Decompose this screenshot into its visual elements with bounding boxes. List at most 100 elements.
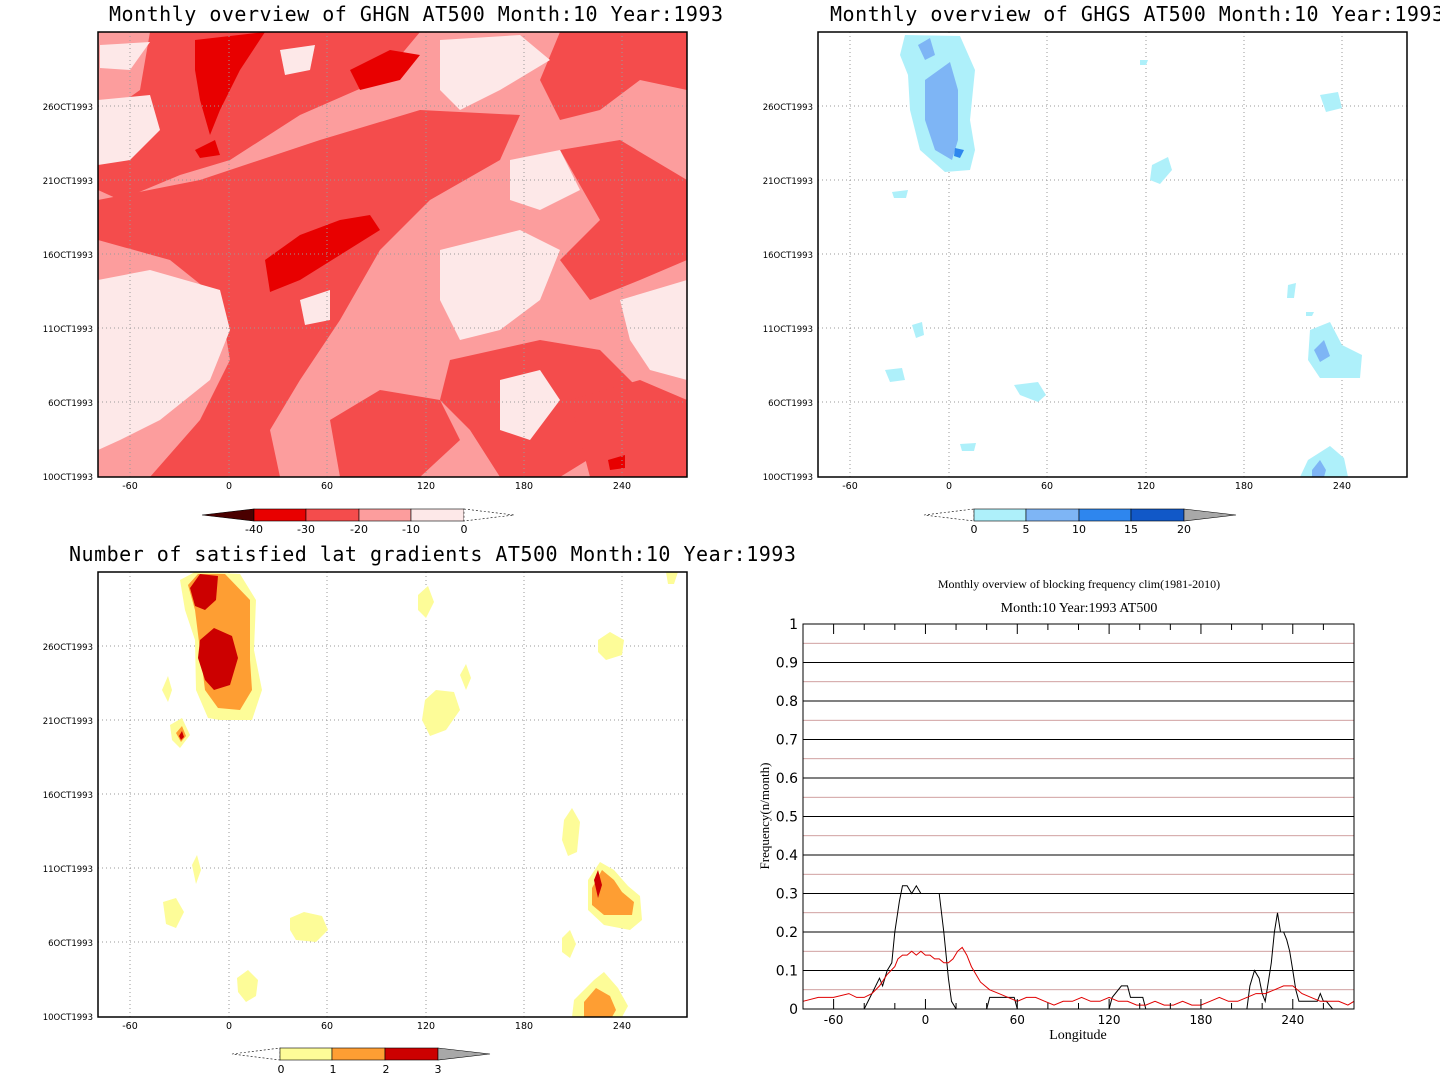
colorbar-label: 10 [1072,523,1086,536]
lat-y-ticks: 10OCT1993 6OCT1993 11OCT1993 16OCT1993 2… [43,643,93,1023]
y-tick-label: 0.2 [776,925,798,941]
ghgs-chart: -60 0 60 120 180 240 10OCT1993 6OCT1993 … [763,31,1408,536]
y-tick: 21OCT1993 [43,717,93,727]
x-tick: 0 [226,1021,232,1032]
y-tick: 26OCT1993 [763,103,813,113]
x-tick: 120 [1137,481,1155,492]
x-tick: 240 [1333,481,1351,492]
freq-ylabel: Frequency(n/month) [757,763,772,870]
ghgn-field [98,32,687,477]
y-tick: 6OCT1993 [768,399,813,409]
colorbar-label: -30 [297,523,315,536]
colorbar-label: 1 [330,1063,337,1076]
colorbar-label: 0 [278,1063,285,1076]
series-line-black [803,884,1354,1010]
ghgn-chart: -60 0 60 120 180 240 10OCT1993 6OCT1993 … [43,31,688,536]
y-tick-label: 0.9 [776,656,798,672]
freq-title: Monthly overview of blocking frequency c… [938,577,1220,591]
ghgs-frame [817,31,1408,478]
x-tick-label: 60 [1010,1013,1025,1027]
freq-ticks: 0 0.1 0.2 0.3 0.4 0.5 0.6 0.7 0.8 0.9 1 -60 0 60 120 18… [776,617,1355,1027]
colorbar-label: 0 [971,523,978,536]
y-tick-label: 0 [789,1002,798,1018]
ghgs-colorbar: 0 5 10 15 20 [923,508,1237,536]
x-tick-label: 0 [922,1013,930,1027]
freq-xlabel: Longitude [1049,1028,1107,1043]
x-tick: 120 [417,1021,435,1032]
colorbar-label: 15 [1124,523,1138,536]
ghgn-frame [97,31,688,478]
x-tick: -60 [122,1021,138,1032]
y-tick: 6OCT1993 [48,399,93,409]
colorbar-label: 3 [435,1063,442,1076]
frequency-chart: Monthly overview of blocking frequency c… [757,577,1355,1043]
colorbar-label: 0 [461,523,468,536]
y-tick: 10OCT1993 [43,473,93,483]
y-tick-label: 0.5 [776,810,798,826]
x-tick: 180 [515,1021,533,1032]
y-tick: 11OCT1993 [43,325,93,335]
ghgs-grid [818,32,1407,477]
ghgn-title: Monthly overview of GHGN AT500 Month:10 … [109,2,724,26]
ghgs-field [885,35,1362,477]
x-tick: 60 [321,481,333,492]
colorbar-label: -40 [245,523,263,536]
y-tick-label: 0.6 [776,771,798,787]
freq-grid [803,623,1354,1010]
x-tick-label: 180 [1189,1013,1212,1027]
x-tick: 0 [946,481,952,492]
colorbar-label: 5 [1023,523,1030,536]
ghgs-title: Monthly overview of GHGS AT500 Month:10 … [830,2,1440,26]
lat-colorbar: 0 1 2 3 [231,1047,491,1076]
y-tick: 16OCT1993 [763,251,813,261]
x-tick: 60 [321,1021,333,1032]
y-tick: 11OCT1993 [763,325,813,335]
ghgs-y-ticks: 10OCT1993 6OCT1993 11OCT1993 16OCT1993 2… [763,103,813,483]
x-tick: 180 [1235,481,1253,492]
x-tick: 240 [613,1021,631,1032]
lat-title: Number of satisfied lat gradients AT500 … [69,542,797,566]
colorbar-label: 20 [1177,523,1191,536]
lat-field [162,572,678,1017]
y-tick: 16OCT1993 [43,791,93,801]
x-tick-label: -60 [824,1013,844,1027]
x-tick: 60 [1041,481,1053,492]
lat-chart: -60 0 60 120 180 240 10OCT1993 6OCT1993 … [43,571,688,1076]
y-tick: 21OCT1993 [763,177,813,187]
y-tick: 26OCT1993 [43,103,93,113]
y-tick: 11OCT1993 [43,865,93,875]
lat-frame [97,571,688,1018]
y-tick: 21OCT1993 [43,177,93,187]
ghgn-colorbar: -40 -30 -20 -10 0 [201,508,515,536]
y-tick-label: 0.1 [776,964,798,980]
x-tick-label: 120 [1098,1013,1121,1027]
y-tick-label: 0.3 [776,887,798,903]
freq-subtitle: Month:10 Year:1993 AT500 [1001,601,1158,616]
colorbar-label: -20 [350,523,368,536]
y-tick-label: 0.7 [776,733,798,749]
y-tick-label: 0.4 [776,848,798,864]
y-tick-label: 0.8 [776,694,798,710]
x-tick: 240 [613,481,631,492]
lat-grid [98,572,687,1017]
y-tick: 10OCT1993 [43,1013,93,1023]
x-tick: 0 [226,481,232,492]
y-tick-label: 1 [789,617,798,633]
series-line-red [802,946,1355,1006]
y-tick: 6OCT1993 [48,939,93,949]
x-tick: 120 [417,481,435,492]
colorbar-label: -10 [402,523,420,536]
x-tick: -60 [842,481,858,492]
ghgs-x-ticks: -60 0 60 120 180 240 [842,481,1351,492]
ghgn-x-ticks: -60 0 60 120 180 240 [122,481,631,492]
y-tick: 26OCT1993 [43,643,93,653]
lat-x-ticks: -60 0 60 120 180 240 [122,1021,631,1032]
colorbar-label: 2 [383,1063,390,1076]
x-tick-label: 240 [1281,1013,1304,1027]
y-tick: 10OCT1993 [763,473,813,483]
y-tick: 16OCT1993 [43,251,93,261]
x-tick: 180 [515,481,533,492]
x-tick: -60 [122,481,138,492]
freq-lines [802,884,1355,1010]
ghgn-y-ticks: 10OCT1993 6OCT1993 11OCT1993 16OCT1993 2… [43,103,93,483]
